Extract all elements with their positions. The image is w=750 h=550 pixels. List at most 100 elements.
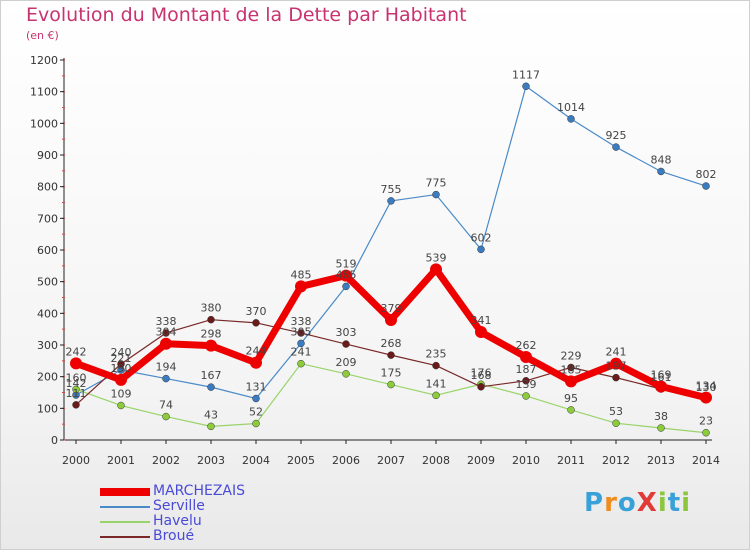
legend-label: Serville [153,498,205,514]
y-tick-label: 700 [37,212,58,225]
legend: MARCHEZAIS Serville Havelu Broué [100,483,300,544]
data-label-broué: 240 [111,346,132,359]
data-label-broué: 235 [426,348,447,361]
data-label-serville: 925 [606,129,627,142]
data-point-havelu [297,359,305,368]
data-point-marchezais [295,280,307,293]
data-label-marchezais: 341 [471,314,492,327]
data-point-serville [387,197,395,205]
data-label-serville: 305 [291,325,312,338]
y-tick-label: 500 [37,276,58,289]
y-tick-label: 1100 [30,86,58,99]
x-tick-label: 2009 [467,454,495,467]
x-tick-label: 2011 [557,454,585,467]
data-point-marchezais [700,391,712,404]
data-label-broué: 268 [381,337,402,350]
data-label-havelu: 52 [249,406,263,419]
data-point-marchezais [160,337,172,350]
data-label-serville: 802 [696,168,717,181]
x-tick-label: 2006 [332,454,360,467]
data-point-havelu [657,424,665,432]
data-label-serville: 1117 [512,68,540,81]
data-point-marchezais [250,356,262,369]
data-label-havelu: 160 [66,371,87,384]
data-label-havelu: 139 [516,378,537,391]
y-tick-label: 400 [37,307,58,320]
data-label-broué: 168 [471,369,492,382]
legend-item: Serville [100,498,300,514]
y-tick-label: 100 [37,402,58,415]
data-label-havelu: 38 [654,410,668,423]
data-point-havelu [387,380,395,389]
data-point-broué [477,383,485,391]
data-label-marchezais: 539 [426,251,447,264]
data-point-broué [432,361,440,370]
y-tick-label: 0 [51,434,58,447]
y-tick-label: 600 [37,244,58,257]
data-point-marchezais [70,357,82,370]
data-point-havelu [567,406,575,414]
data-point-serville [657,167,665,176]
data-label-marchezais: 485 [291,268,312,281]
data-point-serville [477,245,485,254]
data-label-broué: 303 [336,326,357,339]
y-tick-label: 900 [37,149,58,162]
data-point-marchezais [430,263,442,276]
x-tick-label: 2012 [602,454,630,467]
x-tick-label: 2008 [422,454,450,467]
legend-item: Havelu [100,513,300,529]
data-point-serville [342,282,350,291]
data-point-serville [432,190,440,199]
data-label-havelu: 176 [471,366,492,379]
y-tick-label: 1200 [30,54,58,67]
data-label-serville: 142 [66,377,87,390]
data-label-broué: 187 [516,363,537,376]
data-label-marchezais: 304 [156,326,177,339]
legend-label: Broué [153,528,195,544]
x-tick-label: 2013 [647,454,675,467]
x-tick-label: 2002 [152,454,180,467]
data-label-havelu: 109 [111,387,132,400]
data-point-marchezais [475,326,487,339]
data-label-broué: 197 [606,360,627,373]
x-tick-label: 2000 [62,454,90,467]
legend-label: MARCHEZAIS [153,483,246,499]
data-label-broué: 338 [291,315,312,328]
data-point-serville [702,182,710,190]
data-point-havelu [162,412,170,421]
data-point-havelu [207,422,215,431]
proxiti-logo: ProXiti [584,488,692,518]
legend-swatch [100,506,150,508]
data-label-marchezais: 298 [201,328,222,341]
data-label-broué: 111 [66,387,87,400]
data-label-serville: 167 [201,369,222,382]
legend-label: Havelu [153,513,202,529]
data-point-broué [522,377,530,385]
data-label-marchezais: 244 [246,345,267,358]
data-label-havelu: 53 [609,405,623,418]
legend-item: MARCHEZAIS [100,483,300,499]
legend-swatch [100,536,150,538]
data-point-marchezais [385,313,397,326]
legend-swatch [100,521,150,523]
data-point-serville [162,374,170,383]
legend-swatch [100,488,150,496]
x-tick-label: 2004 [242,454,270,467]
data-point-marchezais [565,375,577,388]
data-point-serville [207,383,215,391]
data-label-marchezais: 134 [696,380,717,393]
data-label-marchezais: 190 [111,362,132,375]
data-point-broué [162,329,170,337]
data-label-marchezais: 185 [561,363,582,376]
data-label-broué: 130 [696,381,717,394]
data-point-broué [72,401,80,409]
data-label-marchezais: 262 [516,339,537,352]
data-point-havelu [342,370,350,378]
data-point-broué [612,373,620,382]
data-point-serville [567,115,575,123]
data-label-havelu: 175 [381,367,402,380]
data-point-marchezais [520,351,532,364]
chart-subtitle: (en €) [26,29,59,42]
x-tick-label: 2014 [692,454,720,467]
